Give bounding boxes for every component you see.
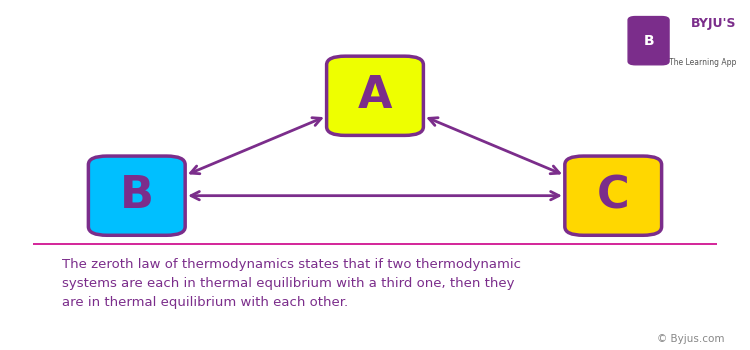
- FancyBboxPatch shape: [326, 56, 424, 135]
- FancyBboxPatch shape: [565, 156, 662, 235]
- Text: © Byjus.com: © Byjus.com: [658, 334, 725, 344]
- FancyArrowPatch shape: [191, 191, 559, 200]
- Text: A: A: [358, 74, 392, 117]
- Text: B: B: [644, 34, 654, 48]
- Text: The zeroth law of thermodynamics states that if two thermodynamic
systems are ea: The zeroth law of thermodynamics states …: [62, 258, 521, 309]
- Text: The Learning App: The Learning App: [669, 58, 736, 67]
- FancyBboxPatch shape: [88, 156, 185, 235]
- FancyBboxPatch shape: [628, 16, 669, 65]
- Text: C: C: [597, 174, 629, 217]
- FancyArrowPatch shape: [190, 118, 321, 174]
- Text: B: B: [120, 174, 154, 217]
- FancyArrowPatch shape: [429, 118, 560, 174]
- Text: BYJU'S: BYJU'S: [691, 16, 736, 29]
